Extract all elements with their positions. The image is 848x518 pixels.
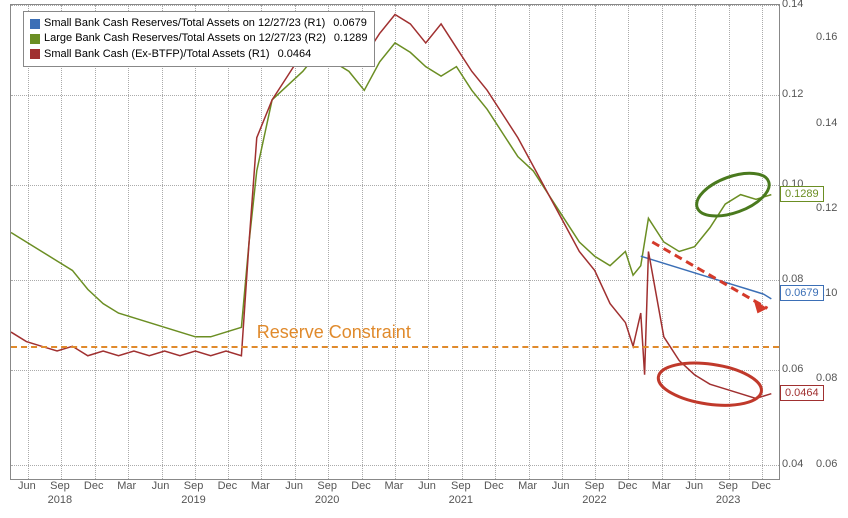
x-tick-label: Mar xyxy=(251,480,270,492)
legend-swatch xyxy=(30,49,40,59)
x-tick-label: Sep xyxy=(317,480,337,492)
legend-swatch xyxy=(30,19,40,29)
x-tick-label: Dec xyxy=(751,480,771,492)
y-left-tick-label: 0.12 xyxy=(782,88,803,100)
x-tick-label: Mar xyxy=(117,480,136,492)
x-tick-label: Sep xyxy=(451,480,471,492)
value-badge: 0.0464 xyxy=(780,385,824,401)
legend-item: Large Bank Cash Reserves/Total Assets on… xyxy=(30,31,368,46)
y-right-tick-label: 0.16 xyxy=(816,31,837,43)
y-right-tick-label: 0.06 xyxy=(816,458,837,470)
y-right-tick-label: 0.14 xyxy=(816,117,837,129)
x-tick-label: Sep xyxy=(50,480,70,492)
y-left-tick-label: 0.06 xyxy=(782,363,803,375)
x-year-label: 2021 xyxy=(449,494,473,506)
x-tick-label: Mar xyxy=(518,480,537,492)
legend-label: Small Bank Cash (Ex-BTFP)/Total Assets (… xyxy=(44,47,270,62)
x-tick-label: Jun xyxy=(152,480,170,492)
y-left-tick-label: 0.14 xyxy=(782,0,803,10)
x-tick-label: Mar xyxy=(652,480,671,492)
x-tick-label: Dec xyxy=(218,480,238,492)
legend-item: Small Bank Cash Reserves/Total Assets on… xyxy=(30,16,368,31)
legend-swatch xyxy=(30,34,40,44)
x-tick-label: Sep xyxy=(585,480,605,492)
x-tick-label: Mar xyxy=(385,480,404,492)
y-right-tick-label: 0.08 xyxy=(816,372,837,384)
legend-label: Large Bank Cash Reserves/Total Assets on… xyxy=(44,31,326,46)
x-tick-label: Jun xyxy=(552,480,570,492)
chart-container: Reserve Constraint Small Bank Cash Reser… xyxy=(0,0,848,518)
value-badge: 0.0679 xyxy=(780,285,824,301)
x-tick-label: Dec xyxy=(84,480,104,492)
x-tick-label: Dec xyxy=(484,480,504,492)
series-large_bank xyxy=(11,43,771,337)
x-year-label: 2018 xyxy=(48,494,72,506)
x-tick-label: Dec xyxy=(618,480,638,492)
x-tick-label: Jun xyxy=(18,480,36,492)
reserve-constraint-label: Reserve Constraint xyxy=(257,322,411,343)
x-tick-label: Sep xyxy=(718,480,738,492)
legend-value: 0.1289 xyxy=(334,31,368,46)
x-tick-label: Sep xyxy=(184,480,204,492)
x-year-label: 2023 xyxy=(716,494,740,506)
x-year-label: 2022 xyxy=(582,494,606,506)
legend-item: Small Bank Cash (Ex-BTFP)/Total Assets (… xyxy=(30,47,368,62)
chart-svg xyxy=(11,5,779,479)
legend-value: 0.0464 xyxy=(278,47,312,62)
x-tick-label: Dec xyxy=(351,480,371,492)
x-year-label: 2020 xyxy=(315,494,339,506)
x-tick-label: Jun xyxy=(285,480,303,492)
x-year-label: 2019 xyxy=(181,494,205,506)
legend-label: Small Bank Cash Reserves/Total Assets on… xyxy=(44,16,325,31)
y-left-tick-label: 0.08 xyxy=(782,273,803,285)
plot-area: Reserve Constraint Small Bank Cash Reser… xyxy=(10,4,780,480)
reserve-constraint-line xyxy=(11,346,779,348)
x-tick-label: Jun xyxy=(418,480,436,492)
value-badge: 0.1289 xyxy=(780,186,824,202)
series-small_bank xyxy=(641,256,772,299)
y-right-tick-label: 0.12 xyxy=(816,202,837,214)
x-tick-label: Jun xyxy=(685,480,703,492)
legend-box: Small Bank Cash Reserves/Total Assets on… xyxy=(23,11,375,67)
legend-value: 0.0679 xyxy=(333,16,367,31)
y-left-tick-label: 0.04 xyxy=(782,458,803,470)
